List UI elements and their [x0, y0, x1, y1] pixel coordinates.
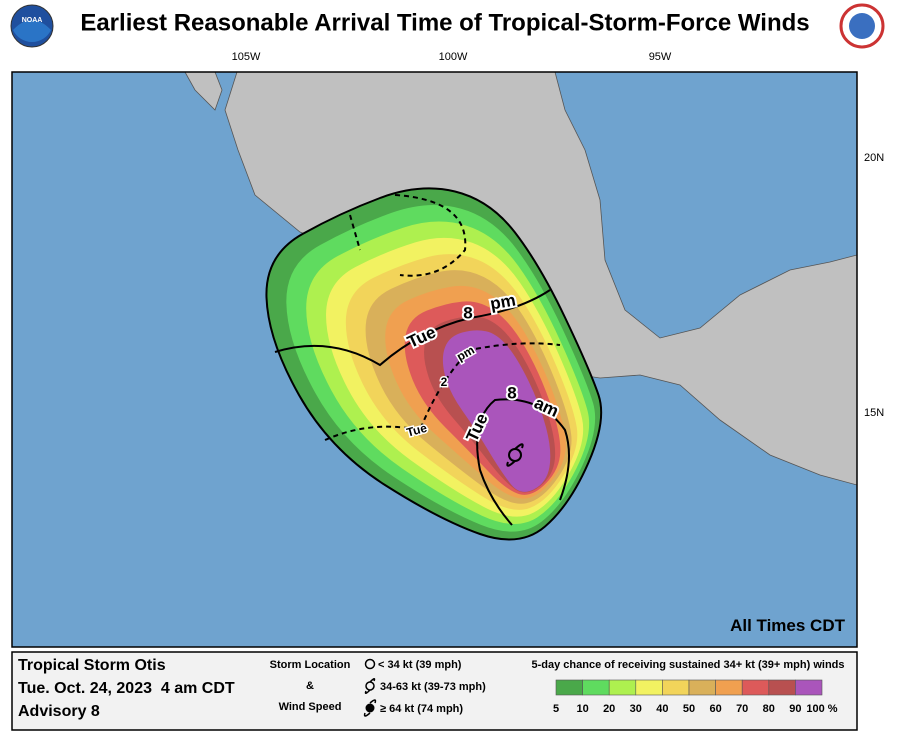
legend-label: 60 — [709, 703, 721, 715]
nws-logo — [839, 3, 885, 49]
storm-location-title: & — [306, 680, 314, 692]
map: Tue 8 pm Tue 8 am Tue 2 pm All Times CDT — [12, 72, 857, 647]
lon-label: 100W — [439, 51, 468, 63]
legend-swatch — [688, 679, 716, 696]
storm-location-title: Storm Location — [270, 659, 351, 671]
lat-label: 20N — [864, 152, 884, 164]
legend-label: 100 % — [806, 703, 837, 715]
legend-label: 30 — [630, 703, 642, 715]
legend: 5 10 20 30 40 50 60 70 80 90 100 % — [553, 679, 838, 715]
title: Earliest Reasonable Arrival Time of Trop… — [80, 9, 809, 36]
lon-label: 105W — [232, 51, 261, 63]
contour-label: 2 — [441, 375, 448, 389]
issue-date: Tue. Oct. 24, 2023 4 am CDT — [18, 680, 235, 697]
map-frame — [11, 71, 858, 648]
contour-label: 8 — [463, 303, 472, 322]
legend-label: 90 — [789, 703, 801, 715]
legend-label: 5 — [553, 703, 559, 715]
icon-depression — [364, 658, 376, 670]
legend-swatch — [635, 679, 663, 696]
legend-swatch — [608, 679, 637, 696]
lat-label: 15N — [864, 407, 884, 419]
times-note: All Times CDT — [730, 616, 846, 635]
gulf — [554, 72, 857, 339]
legend-label: 50 — [683, 703, 695, 715]
legend-swatch — [555, 679, 583, 696]
icon-hurricane — [363, 699, 377, 717]
legend-swatch — [582, 679, 610, 696]
noaa-logo: NOAA — [10, 4, 54, 48]
icon-storm — [364, 678, 376, 694]
legend-swatch — [795, 679, 823, 696]
storm-location-title: Wind Speed — [279, 701, 342, 713]
legend-title: 5-day chance of receiving sustained 34+ … — [532, 659, 845, 671]
legend-label: 70 — [736, 703, 748, 715]
legend-label: 80 — [763, 703, 775, 715]
storm-name: Tropical Storm Otis — [18, 657, 166, 674]
legend-swatch — [662, 679, 690, 696]
advisory: Advisory 8 — [18, 703, 100, 720]
lon-label: 95W — [649, 51, 672, 63]
legend-swatch — [741, 679, 770, 696]
storm-location-item: 34-63 kt (39-73 mph) — [380, 681, 486, 693]
legend-label: 10 — [576, 703, 588, 715]
storm-location-item: ≥ 64 kt (74 mph) — [380, 703, 463, 715]
legend-swatch — [768, 679, 796, 696]
legend-swatch — [715, 679, 743, 696]
legend-label: 20 — [603, 703, 615, 715]
probability-band — [442, 330, 551, 492]
storm-symbol — [506, 443, 524, 467]
land — [184, 72, 223, 111]
storm-location-item: < 34 kt (39 mph) — [378, 659, 462, 671]
logo-text: NOAA — [22, 17, 43, 24]
contour-label: 8 — [507, 383, 516, 402]
legend-label: 40 — [656, 703, 668, 715]
contours — [274, 194, 570, 526]
